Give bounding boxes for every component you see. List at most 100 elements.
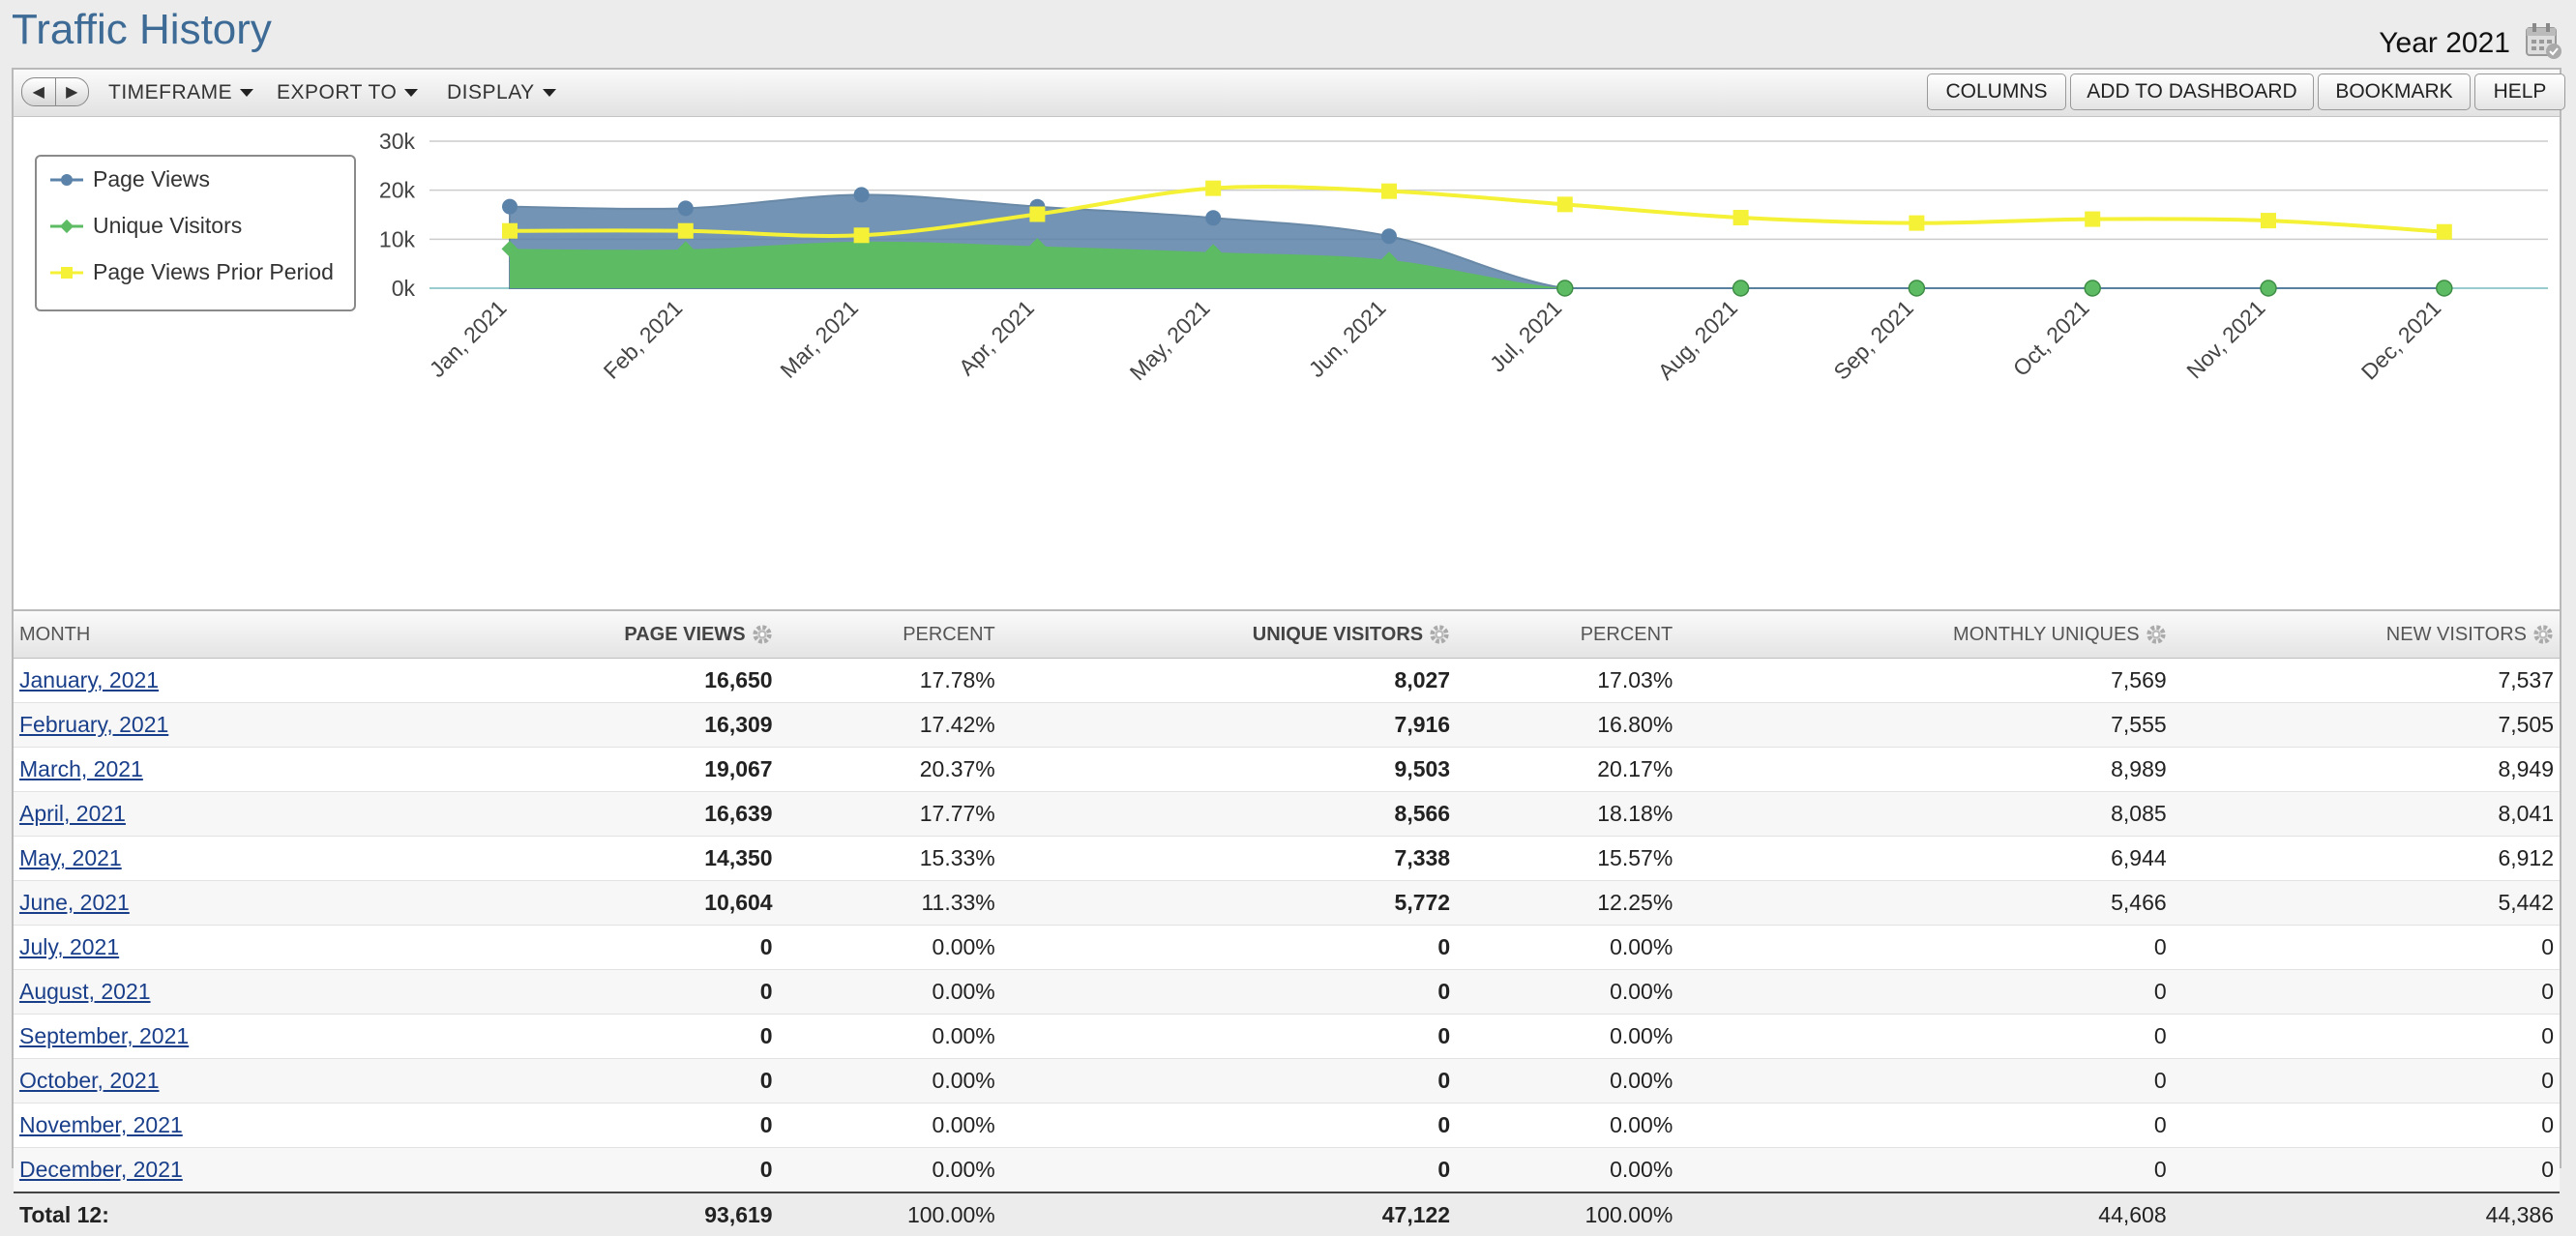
new-visitors-cell: 0 bbox=[2172, 1058, 2560, 1104]
monthly-uniques-cell: 8,085 bbox=[1678, 791, 2173, 837]
percent-cell: 17.42% bbox=[778, 702, 1001, 748]
col-header-page-views[interactable]: PAGE VIEWS bbox=[439, 611, 779, 659]
month-link[interactable]: January, 2021 bbox=[19, 667, 160, 692]
prior-period-point bbox=[1909, 215, 1925, 231]
new-visitors-cell: 0 bbox=[2172, 1014, 2560, 1059]
page-views-cell: 0 bbox=[439, 1147, 779, 1193]
prior-period-point bbox=[2436, 223, 2452, 240]
bookmark-button[interactable]: BOOKMARK bbox=[2318, 74, 2471, 110]
legend-label: Page Views bbox=[93, 166, 211, 191]
col-header-month[interactable]: MONTH bbox=[14, 611, 440, 659]
month-link[interactable]: June, 2021 bbox=[19, 890, 130, 915]
table-row: April, 2021 16,639 17.77% 8,566 18.18% 8,085 8… bbox=[14, 791, 2560, 837]
percent-cell: 17.77% bbox=[778, 791, 1001, 837]
new-visitors-cell: 7,537 bbox=[2172, 658, 2560, 703]
help-button[interactable]: HELP bbox=[2474, 74, 2565, 110]
prior-period-point bbox=[502, 222, 518, 239]
next-arrow-icon[interactable]: ▶ bbox=[66, 84, 78, 101]
col-header-percent[interactable]: PERCENT bbox=[778, 611, 1001, 659]
month-link[interactable]: July, 2021 bbox=[19, 934, 120, 959]
prior-period-point bbox=[2085, 211, 2101, 227]
percent-cell: 17.78% bbox=[778, 658, 1001, 703]
prior-period-line bbox=[509, 185, 2444, 238]
table-row: November, 2021 0 0.00% 0 0.00% 0 0 bbox=[14, 1103, 2560, 1148]
total-row: Total 12: 93,619 100.00% 47,122 100.00% … bbox=[14, 1192, 2560, 1236]
legend-marker-icon bbox=[50, 266, 83, 279]
new-visitors-cell: 7,505 bbox=[2172, 702, 2560, 748]
percent-cell: 0.00% bbox=[1456, 1058, 1679, 1104]
col-header-percent-uv[interactable]: PERCENT bbox=[1456, 611, 1679, 659]
gear-icon[interactable] bbox=[2146, 624, 2167, 645]
monthly-uniques-cell: 5,466 bbox=[1678, 880, 2173, 926]
col-header-monthly-uniques[interactable]: MONTHLY UNIQUES bbox=[1678, 611, 2173, 659]
unique-visitors-point bbox=[677, 241, 695, 258]
table-row: December, 2021 0 0.00% 0 0.00% 0 0 bbox=[14, 1147, 2560, 1193]
new-visitors-cell: 8,949 bbox=[2172, 747, 2560, 792]
y-tick-label: 10k bbox=[379, 226, 416, 251]
x-tick-label: Jul, 2021 bbox=[1485, 295, 1566, 376]
month-link[interactable]: December, 2021 bbox=[19, 1157, 183, 1182]
month-link[interactable]: August, 2021 bbox=[19, 979, 151, 1004]
unique-visitors-cell: 0 bbox=[1000, 1147, 1457, 1193]
add-to-dashboard-button[interactable]: ADD TO DASHBOARD bbox=[2070, 74, 2314, 110]
traffic-table: MONTH PAGE VIEWS PERCENT UNIQUE VISITORS… bbox=[14, 611, 2560, 1236]
y-tick-label: 0k bbox=[392, 276, 416, 301]
prev-arrow-icon[interactable]: ◀ bbox=[22, 78, 56, 105]
percent-cell: 17.03% bbox=[1456, 658, 1679, 703]
col-header-unique-visitors[interactable]: UNIQUE VISITORS bbox=[1000, 611, 1457, 659]
table-row: January, 2021 16,650 17.78% 8,027 17.03% 7,56… bbox=[14, 658, 2560, 703]
month-link[interactable]: September, 2021 bbox=[19, 1023, 190, 1048]
month-link[interactable]: February, 2021 bbox=[19, 712, 169, 737]
y-tick-label: 20k bbox=[379, 178, 416, 203]
prior-period-point bbox=[1205, 180, 1222, 196]
total-page-views: 93,619 bbox=[439, 1192, 779, 1236]
x-tick-label: Apr, 2021 bbox=[954, 295, 1039, 380]
export-menu[interactable]: EXPORT TO bbox=[277, 81, 419, 104]
percent-cell: 0.00% bbox=[1456, 1147, 1679, 1193]
x-tick-label: Sep, 2021 bbox=[1828, 295, 1918, 385]
gear-icon[interactable] bbox=[2532, 624, 2554, 645]
percent-cell: 15.33% bbox=[778, 836, 1001, 881]
monthly-uniques-cell: 0 bbox=[1678, 1058, 2173, 1104]
monthly-uniques-cell: 0 bbox=[1678, 1103, 2173, 1148]
page-views-cell: 14,350 bbox=[439, 836, 779, 881]
month-link[interactable]: April, 2021 bbox=[19, 801, 126, 826]
timeframe-menu[interactable]: TIMEFRAME bbox=[108, 81, 254, 104]
gear-icon[interactable] bbox=[1429, 624, 1450, 645]
columns-button[interactable]: COLUMNS bbox=[1927, 74, 2066, 110]
table-row: July, 2021 0 0.00% 0 0.00% 0 0 bbox=[14, 925, 2560, 970]
unique-visitors-cell: 0 bbox=[1000, 969, 1457, 1015]
percent-cell: 0.00% bbox=[1456, 1103, 1679, 1148]
unique-visitors-point bbox=[2260, 280, 2277, 297]
percent-cell: 12.25% bbox=[1456, 880, 1679, 926]
x-tick-label: Dec, 2021 bbox=[2356, 295, 2446, 385]
table-row: October, 2021 0 0.00% 0 0.00% 0 0 bbox=[14, 1058, 2560, 1104]
percent-cell: 0.00% bbox=[778, 925, 1001, 970]
gear-icon[interactable] bbox=[752, 624, 773, 645]
col-header-new-visitors[interactable]: NEW VISITORS bbox=[2172, 611, 2560, 659]
total-monthly-uniques: 44,608 bbox=[1678, 1192, 2173, 1236]
x-tick-label: Aug, 2021 bbox=[1653, 295, 1743, 385]
monthly-uniques-cell: 0 bbox=[1678, 1147, 2173, 1193]
month-link[interactable]: May, 2021 bbox=[19, 845, 122, 870]
legend-item-unique-visitors[interactable]: Unique Visitors bbox=[50, 213, 242, 239]
month-link[interactable]: March, 2021 bbox=[19, 756, 143, 781]
page-views-cell: 0 bbox=[439, 1103, 779, 1148]
page-views-point bbox=[1205, 210, 1222, 226]
unique-visitors-cell: 0 bbox=[1000, 1103, 1457, 1148]
timeframe-label: Year 2021 bbox=[2379, 27, 2510, 59]
calendar-icon[interactable] bbox=[2524, 21, 2562, 60]
unique-visitors-point bbox=[2436, 280, 2453, 297]
month-link[interactable]: November, 2021 bbox=[19, 1112, 183, 1137]
total-percent-uv: 100.00% bbox=[1456, 1192, 1679, 1236]
percent-cell: 0.00% bbox=[1456, 1014, 1679, 1059]
unique-visitors-point bbox=[501, 240, 518, 257]
new-visitors-cell: 0 bbox=[2172, 969, 2560, 1015]
month-link[interactable]: October, 2021 bbox=[19, 1068, 160, 1093]
legend-item-prior-period[interactable]: Page Views Prior Period bbox=[50, 259, 334, 285]
display-menu[interactable]: DISPLAY bbox=[447, 81, 556, 104]
legend-item-page-views[interactable]: Page Views bbox=[50, 166, 210, 192]
caret-down-icon bbox=[240, 89, 254, 98]
x-tick-label: Mar, 2021 bbox=[775, 295, 863, 383]
page-views-cell: 0 bbox=[439, 969, 779, 1015]
